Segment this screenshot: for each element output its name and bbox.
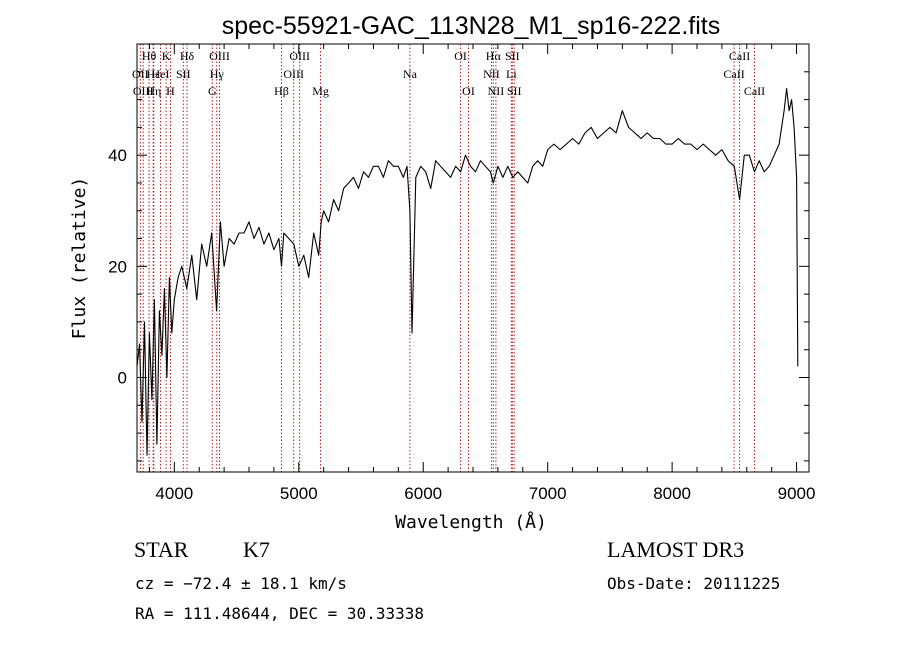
line-marker-label: CaII bbox=[729, 49, 750, 63]
line-marker-label: OIII bbox=[283, 67, 304, 81]
line-marker-label: Hα bbox=[486, 49, 502, 63]
plot-frame bbox=[136, 43, 810, 473]
line-marker-label: CaII bbox=[744, 84, 765, 98]
object-subclass: K7 bbox=[243, 537, 270, 562]
observation-date: Obs-Date: 20111225 bbox=[607, 574, 781, 593]
y-axis-label: Flux (relative) bbox=[69, 177, 90, 340]
x-tick-label: 4000 bbox=[155, 484, 193, 503]
line-markers bbox=[139, 44, 755, 472]
line-marker-label: OIII bbox=[209, 49, 230, 63]
x-tick-label: 6000 bbox=[404, 484, 442, 503]
line-marker-label: HeI bbox=[152, 67, 170, 81]
line-marker-label: SII bbox=[507, 84, 522, 98]
coordinates: RA = 111.48644, DEC = 30.33338 bbox=[135, 604, 424, 623]
line-marker-label: Mg bbox=[312, 84, 329, 98]
line-marker-label: H bbox=[166, 84, 175, 98]
line-marker-label: Hθ bbox=[142, 49, 157, 63]
line-marker-label: NII bbox=[488, 84, 505, 98]
line-marker-label: Hγ bbox=[210, 67, 225, 81]
x-tick-label: 8000 bbox=[653, 484, 691, 503]
line-marker-label: Li bbox=[506, 67, 517, 81]
line-marker-label: K bbox=[162, 49, 171, 63]
line-marker-labels: Hθ OII OIII Hε Hη K HeI H Hδ SII OIII Hγ G OIII OIII Hβ… bbox=[132, 49, 765, 98]
line-marker-label: SII bbox=[505, 49, 520, 63]
line-marker-label: Hε bbox=[146, 67, 160, 81]
x-axis-label: Wavelength (Å) bbox=[395, 511, 547, 533]
line-marker-label: Hη bbox=[146, 84, 161, 98]
y-tick-label: 0 bbox=[118, 369, 127, 388]
line-marker-label: OII bbox=[132, 67, 149, 81]
line-marker-label: Hδ bbox=[180, 49, 195, 63]
x-tick-label: 9000 bbox=[778, 484, 816, 503]
y-tick-label: 40 bbox=[108, 146, 127, 165]
line-marker-label: OIII bbox=[133, 84, 154, 98]
redshift-cz: cz = −72.4 ± 18.1 km/s bbox=[135, 574, 347, 593]
object-class: STAR bbox=[134, 537, 189, 562]
line-marker-label: OIII bbox=[289, 49, 310, 63]
series-line-0 bbox=[136, 87, 799, 456]
line-marker-label: OI bbox=[454, 49, 467, 63]
series-group bbox=[136, 87, 799, 456]
line-marker-label: Na bbox=[403, 67, 418, 81]
line-marker-label: OI bbox=[462, 84, 475, 98]
line-marker-label: SII bbox=[176, 67, 191, 81]
chart-title: spec-55921-GAC_113N28_M1_sp16-222.fits bbox=[222, 12, 720, 40]
line-marker-label: NII bbox=[483, 67, 500, 81]
survey-name: LAMOST DR3 bbox=[607, 537, 745, 562]
x-tick-label: 5000 bbox=[280, 484, 318, 503]
line-marker-label: Hβ bbox=[274, 84, 289, 98]
axis-tick-labels: 4000 5000 6000 7000 8000 9000 0 20 40 bbox=[108, 146, 815, 503]
y-tick-label: 20 bbox=[108, 257, 127, 276]
x-tick-label: 7000 bbox=[529, 484, 567, 503]
line-marker-label: G bbox=[208, 84, 217, 98]
line-marker-label: CaII bbox=[723, 67, 744, 81]
axis-ticks bbox=[137, 43, 809, 472]
